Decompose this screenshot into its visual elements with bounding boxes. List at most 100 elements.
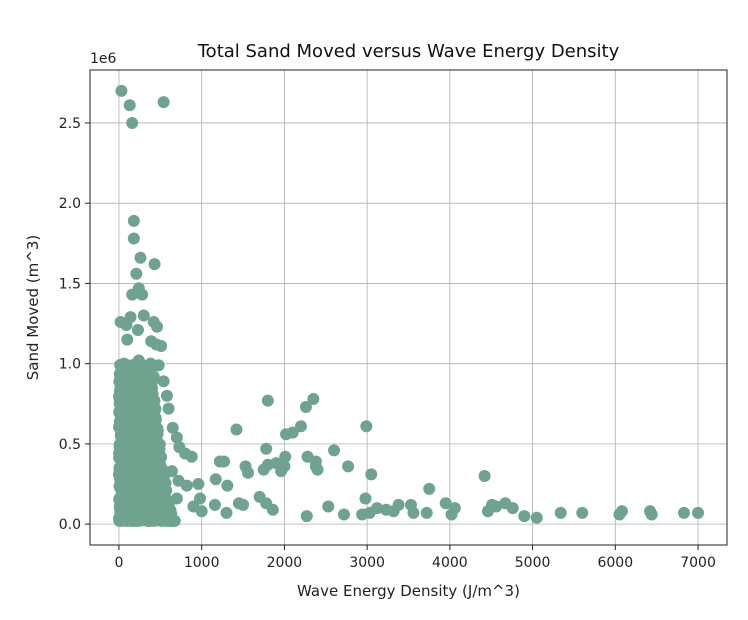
scatter-point bbox=[309, 460, 322, 473]
scatter-point bbox=[185, 450, 198, 463]
scatter-point bbox=[208, 498, 221, 511]
scatter-point bbox=[506, 502, 519, 515]
scatter-point bbox=[162, 402, 175, 415]
scatter-point bbox=[478, 469, 491, 482]
y-tick-label: 0.0 bbox=[59, 517, 81, 533]
scatter-point bbox=[328, 444, 341, 457]
scatter-point bbox=[359, 492, 372, 505]
scatter-point bbox=[170, 492, 183, 505]
scatter-point bbox=[136, 288, 149, 301]
scatter-point bbox=[130, 267, 143, 280]
scatter-point bbox=[126, 288, 139, 301]
scatter-point bbox=[155, 340, 168, 353]
scatter-point bbox=[115, 84, 128, 97]
scatter-point bbox=[151, 422, 164, 435]
plot-area-frame bbox=[89, 69, 728, 546]
scatter-point bbox=[615, 505, 628, 518]
scatter-point bbox=[554, 506, 567, 519]
scatter-point bbox=[132, 354, 145, 367]
scatter-point bbox=[242, 466, 255, 479]
scatter-point bbox=[195, 505, 208, 518]
scatter-point bbox=[275, 465, 288, 478]
scatter-point bbox=[490, 500, 503, 513]
scatter-point bbox=[307, 392, 320, 405]
scatter-point bbox=[286, 426, 299, 439]
scatter-point bbox=[138, 414, 151, 427]
scatter-point bbox=[115, 417, 128, 430]
scatter-point bbox=[127, 443, 140, 456]
scatter-point bbox=[126, 383, 139, 396]
scatter-point bbox=[151, 320, 164, 333]
scatter-point bbox=[407, 506, 420, 519]
scatter-point bbox=[120, 319, 133, 332]
scatter-point bbox=[157, 375, 170, 388]
scatter-point bbox=[122, 400, 135, 413]
scatter-point bbox=[371, 502, 384, 515]
scatter-point bbox=[576, 506, 589, 519]
y-tick-label: 1.5 bbox=[59, 276, 81, 292]
scatter-point bbox=[279, 450, 292, 463]
x-tick-label: 0 bbox=[114, 555, 123, 571]
scatter-point bbox=[165, 465, 178, 478]
x-tick-label: 7000 bbox=[680, 555, 716, 571]
scatter-point bbox=[677, 506, 690, 519]
grid-lines bbox=[90, 70, 727, 545]
y-tick-label: 0.5 bbox=[59, 437, 81, 453]
scatter-point bbox=[130, 510, 143, 523]
scatter-point bbox=[645, 508, 658, 521]
scatter-point bbox=[126, 116, 139, 129]
scatter-point bbox=[138, 396, 151, 409]
scatter-point bbox=[157, 96, 170, 109]
y-axis-offset-label: 1e6 bbox=[90, 51, 117, 67]
scatter-point bbox=[166, 421, 179, 434]
scatter-point bbox=[137, 309, 150, 322]
scatter-point bbox=[420, 506, 433, 519]
scatter-point bbox=[439, 497, 452, 510]
scatter-point bbox=[448, 502, 461, 515]
x-tick-label: 6000 bbox=[597, 555, 633, 571]
scatter-point bbox=[119, 435, 132, 448]
scatter-point bbox=[360, 420, 373, 433]
scatter-point bbox=[209, 473, 222, 486]
scatter-point bbox=[150, 481, 163, 494]
scatter-point bbox=[123, 99, 136, 112]
y-tick-label: 1.0 bbox=[59, 357, 81, 373]
scatter-point bbox=[294, 420, 307, 433]
y-axis-title: Sand Moved (m^3) bbox=[24, 235, 42, 380]
scatter-point bbox=[152, 359, 165, 372]
scatter-point bbox=[151, 437, 164, 450]
scatter-point bbox=[143, 429, 156, 442]
x-tick-label: 5000 bbox=[515, 555, 551, 571]
scatter-point bbox=[148, 258, 161, 271]
scatter-point bbox=[192, 478, 205, 491]
scatter-point bbox=[342, 460, 355, 473]
dense-point-cluster bbox=[113, 357, 181, 527]
x-axis-title: Wave Energy Density (J/m^3) bbox=[297, 582, 520, 600]
chart-title: Total Sand Moved versus Wave Energy Dens… bbox=[197, 41, 620, 62]
scatter-point bbox=[147, 370, 160, 383]
scatter-point bbox=[300, 510, 313, 523]
scatter-point bbox=[423, 482, 436, 495]
scatter-point bbox=[218, 455, 231, 468]
scatter-point bbox=[392, 498, 405, 511]
scatter-point bbox=[260, 442, 273, 455]
scatter-point bbox=[220, 506, 233, 519]
scatter-point bbox=[121, 513, 134, 526]
scatter-point bbox=[121, 333, 134, 346]
scatter-point bbox=[230, 423, 243, 436]
scatter-point bbox=[142, 501, 155, 514]
x-tick-label: 4000 bbox=[432, 555, 468, 571]
x-tick-label: 1000 bbox=[184, 555, 220, 571]
y-tick-label: 2.5 bbox=[59, 116, 81, 132]
scatter-point bbox=[299, 400, 312, 413]
scatter-point bbox=[150, 472, 163, 485]
scatter-point bbox=[266, 503, 279, 516]
scatter-point bbox=[117, 454, 130, 467]
scatter-point bbox=[117, 357, 130, 370]
scatter-point bbox=[141, 458, 154, 471]
scatter-points bbox=[114, 84, 705, 524]
scatter-point bbox=[127, 214, 140, 227]
x-axis-ticks: 0 1000 2000 3000 4000 5000 6000 7000 bbox=[114, 545, 716, 571]
scatter-point bbox=[301, 450, 314, 463]
